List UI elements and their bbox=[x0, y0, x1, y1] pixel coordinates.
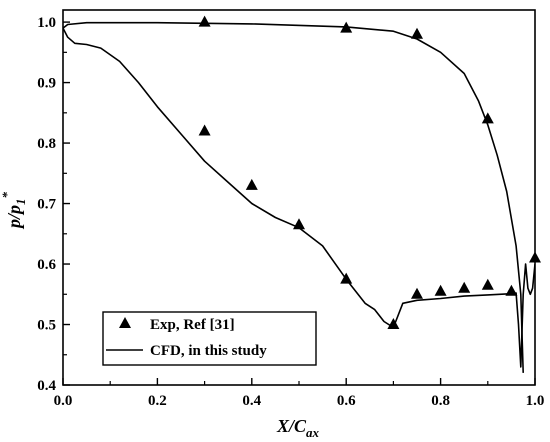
y-tick-label: 0.6 bbox=[37, 257, 56, 273]
exp-data-point bbox=[481, 112, 494, 124]
exp-data-point bbox=[198, 15, 211, 27]
x-axis: 0.0 0.2 0.4 0.6 0.8 1.0 bbox=[54, 378, 545, 409]
x-tick-label: 0.6 bbox=[337, 393, 356, 409]
legend-entry-cfd: CFD, in this study bbox=[150, 343, 267, 359]
exp-data-point bbox=[411, 287, 423, 299]
x-tick-label: 0.0 bbox=[54, 393, 73, 409]
exp-data-point bbox=[198, 124, 211, 136]
legend-entry-exp: Exp, Ref [31] bbox=[150, 317, 235, 333]
exp-data-point bbox=[411, 27, 423, 39]
y-tick-label: 0.8 bbox=[37, 136, 56, 152]
legend-triangle-marker bbox=[119, 317, 131, 328]
y-axis-label: p/p1* bbox=[0, 191, 28, 230]
exp-marker-series bbox=[198, 15, 541, 330]
exp-data-point bbox=[505, 284, 518, 296]
legend: Exp, Ref [31] CFD, in this study bbox=[102, 311, 317, 366]
exp-data-point bbox=[387, 318, 400, 330]
y-axis: 0.4 0.5 0.6 0.7 0.8 0.9 1.0 bbox=[37, 15, 70, 394]
exp-data-point bbox=[340, 21, 353, 33]
y-tick-label: 0.7 bbox=[37, 197, 56, 213]
x-tick-label: 0.2 bbox=[148, 393, 167, 409]
legend-box bbox=[102, 311, 317, 366]
cfd-pressure-side-curve bbox=[63, 21, 524, 373]
exp-data-point bbox=[340, 272, 353, 284]
y-tick-label: 1.0 bbox=[37, 15, 56, 31]
exp-data-point bbox=[293, 218, 305, 230]
y-tick-label: 0.4 bbox=[37, 378, 56, 394]
cfd-line-series bbox=[63, 21, 535, 373]
y-tick-label: 0.9 bbox=[37, 76, 56, 92]
x-tick-label: 0.8 bbox=[431, 393, 450, 409]
exp-data-point bbox=[245, 178, 258, 190]
x-tick-label: 1.0 bbox=[526, 393, 545, 409]
cfd-suction-side-curve bbox=[63, 27, 535, 368]
x-axis-label: X/Cax bbox=[276, 416, 320, 440]
y-tick-label: 0.5 bbox=[37, 318, 56, 334]
exp-data-point bbox=[481, 278, 494, 290]
exp-data-point bbox=[434, 284, 447, 296]
x-tick-label: 0.4 bbox=[242, 393, 261, 409]
exp-data-point bbox=[458, 281, 471, 293]
